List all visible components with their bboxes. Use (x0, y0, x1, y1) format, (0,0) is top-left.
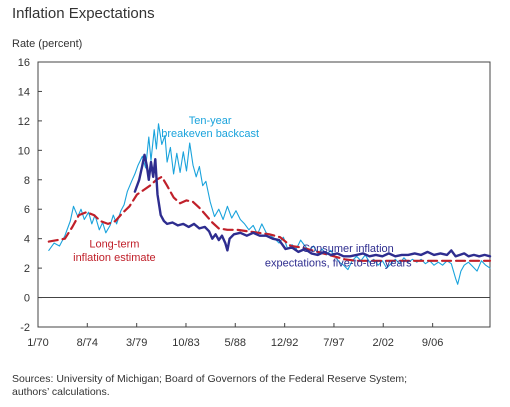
y-tick-label: 8 (24, 175, 30, 187)
x-tick-label: 12/92 (271, 337, 299, 349)
x-tick-label: 9/06 (422, 337, 443, 349)
y-tick-label: 6 (24, 204, 30, 216)
x-tick-label: 8/74 (77, 337, 98, 349)
y-tick-label: 0 (24, 293, 30, 305)
chart-title: Inflation Expectations (12, 5, 155, 22)
series-line-3 (133, 153, 492, 258)
y-tick-label: 4 (24, 234, 30, 246)
y-axis-label: Rate (percent) (12, 38, 83, 50)
x-tick-label: 10/83 (172, 337, 200, 349)
y-axis-ticks: -2 0 2 4 6 8 10 12 14 16 (18, 57, 42, 334)
annotation-label: Ten-year (189, 115, 232, 127)
y-tick-label: 10 (18, 145, 30, 157)
series-group (47, 123, 492, 285)
y-tick-label: 12 (18, 116, 30, 128)
x-axis-ticks: 1/70 8/74 3/79 10/83 5/88 12/92 7/97 2/02 9/06 (27, 323, 443, 349)
annotation-label: expectations, five-to-ten years (265, 258, 412, 270)
x-tick-label: 3/79 (126, 337, 147, 349)
annotation-label: inflation estimate (73, 252, 156, 264)
y-tick-label: 2 (24, 263, 30, 275)
source-note: Sources: University of Michigan; Board o… (12, 373, 492, 399)
annotation-label: breakeven backcast (161, 128, 259, 140)
x-tick-label: 5/88 (225, 337, 246, 349)
y-tick-label: 16 (18, 57, 30, 69)
y-tick-label: 14 (18, 86, 30, 98)
annotation-label: Consumer inflation (302, 243, 394, 255)
y-tick-label: -2 (20, 322, 30, 334)
source-line-2: authors’ calculations. (12, 386, 110, 398)
x-tick-label: 2/02 (373, 337, 394, 349)
source-line-1: Sources: University of Michigan; Board o… (12, 373, 408, 385)
x-tick-label: 7/97 (323, 337, 344, 349)
series-line-2 (47, 175, 492, 262)
annotation-label: Long-term (89, 239, 139, 251)
x-tick-label: 1/70 (27, 337, 48, 349)
plot-frame (37, 61, 491, 328)
